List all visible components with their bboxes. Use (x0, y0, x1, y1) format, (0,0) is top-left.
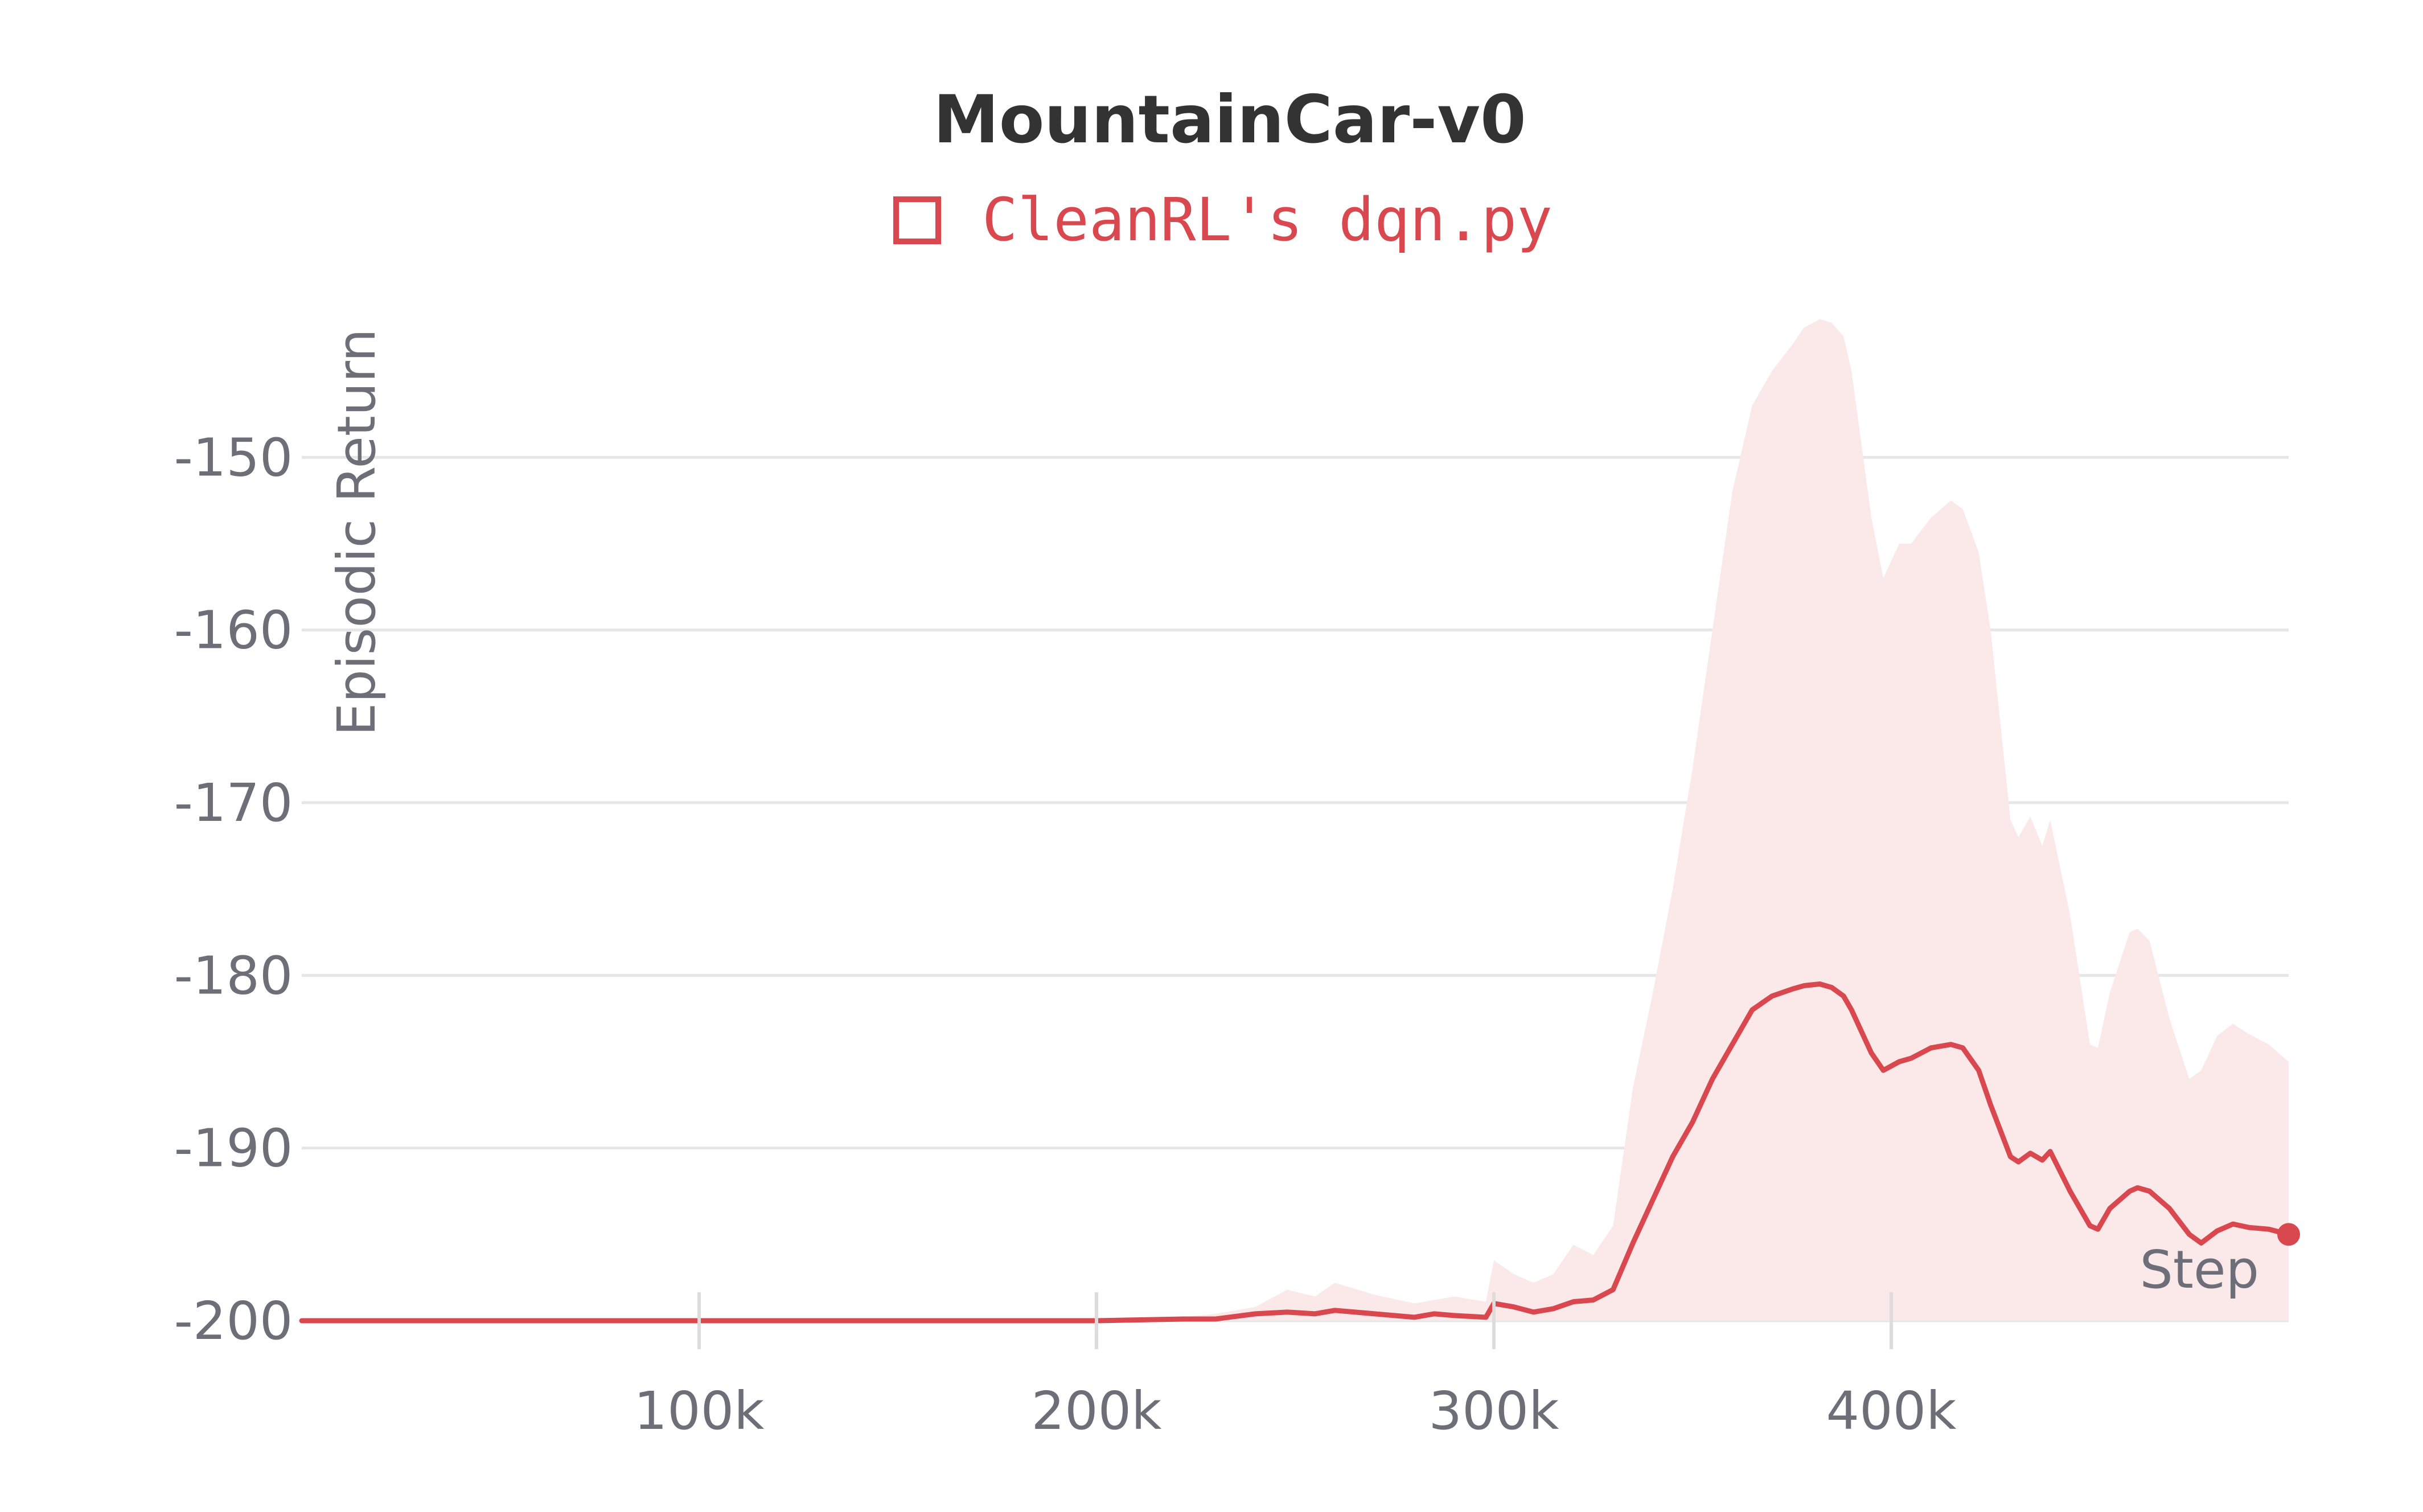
y-tick-label: -200 (174, 1291, 293, 1351)
x-tick-label: 200k (1032, 1380, 1163, 1441)
chart-title: MountainCar-v0 (933, 81, 1526, 158)
y-axis-ticks: -200 -190 -180 -170 -160 -150 (174, 427, 293, 1351)
series-line-layer (299, 981, 2300, 1324)
confidence-band-layer (302, 319, 2289, 1321)
y-axis-label: Episodic Return (326, 328, 387, 736)
legend-label: CleanRL's dqn.py (982, 185, 1553, 254)
y-tick-label: -190 (174, 1118, 293, 1179)
legend-swatch (893, 196, 941, 244)
x-tick-label: 300k (1429, 1380, 1560, 1441)
y-tick-label: -160 (174, 600, 293, 661)
x-tick-label: 400k (1826, 1380, 1957, 1441)
series-end-marker (2277, 1223, 2300, 1246)
x-tick-label: 100k (634, 1380, 765, 1441)
y-tick-label: -170 (174, 773, 293, 833)
x-axis-ticks: 100k 200k 300k 400k (634, 1292, 1957, 1441)
series-confidence-band (302, 319, 2289, 1321)
y-tick-label: -150 (174, 427, 293, 488)
x-axis-label: Step (2140, 1239, 2259, 1300)
y-tick-label: -180 (174, 945, 293, 1006)
legend: CleanRL's dqn.py (893, 185, 1553, 254)
series-line (299, 981, 2291, 1324)
